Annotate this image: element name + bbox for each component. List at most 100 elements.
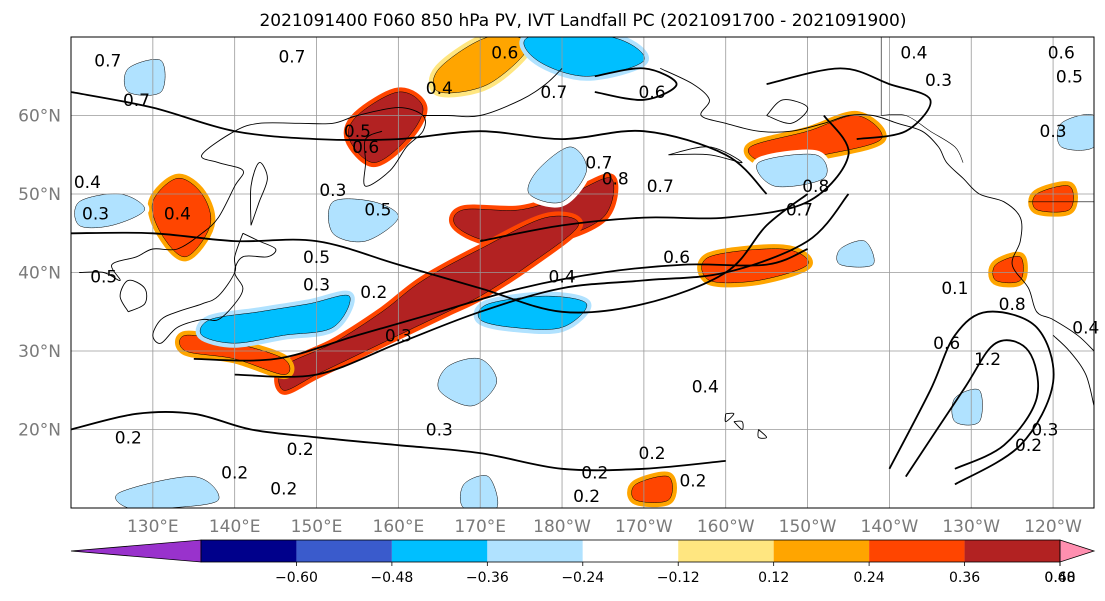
ivt-contour-line (766, 67, 932, 140)
colorbar-tick-label: −0.48 (370, 570, 413, 586)
colorbar-tick-label: 0.48 (1044, 570, 1075, 586)
colorbar-extend-high (1059, 539, 1096, 563)
contour-label: 0.5 (90, 267, 117, 287)
coastline (668, 146, 743, 164)
shaded-anomaly (459, 475, 499, 508)
contour-label: 1.2 (974, 350, 1001, 370)
colorbar-extend-low (70, 539, 202, 563)
shaded-anomaly (432, 37, 530, 94)
ivt-contour-line (905, 339, 1040, 478)
contour-label: 0.7 (786, 201, 813, 221)
latitude-label: 60°N (18, 107, 61, 127)
colorbar-ticks: −0.60 −0.48 −0.36 −0.24 −0.12 0.12 0.24 0.36 0.4… (275, 562, 1076, 586)
longitude-labels: 130°E 140°E 150°E 160°E 170°E 180°W 170°W 160°W… (127, 517, 1082, 537)
ivt-contour-line (71, 91, 768, 195)
ivt-contours (71, 67, 1055, 486)
coastline (757, 429, 768, 439)
coastline (733, 420, 744, 430)
shaded-anomaly (836, 240, 875, 268)
contour-label: 0.4 (74, 173, 101, 193)
ivt-contour-line (71, 410, 726, 472)
contour-label: 0.4 (164, 205, 191, 225)
shaded-anomaly (756, 153, 828, 188)
coastline (422, 68, 563, 118)
shaded-anomaly (278, 215, 579, 391)
latitude-label: 40°N (18, 264, 61, 284)
ivt-contour-line (480, 114, 850, 242)
shaded-anomaly (199, 294, 351, 344)
contour-label: 0.2 (581, 464, 608, 484)
contour-label: 0.6 (491, 44, 518, 64)
ivt-contour-line (594, 67, 678, 101)
contour-label: 0.2 (360, 283, 387, 303)
colorbar-tick-label: −0.36 (466, 570, 509, 586)
longitude-label: 150°W (779, 517, 837, 537)
contour-label: 0.3 (1031, 421, 1058, 441)
longitude-label: 120°W (1024, 517, 1082, 537)
contour-label: 0.6 (639, 83, 666, 103)
coastline (1052, 334, 1094, 407)
contour-label: 0.3 (319, 181, 346, 201)
contour-label: 0.3 (925, 71, 952, 91)
contour-label: 0.3 (1040, 122, 1067, 142)
colorbar-tick-label: −0.60 (275, 570, 318, 586)
contour-label: 0.6 (663, 248, 690, 268)
colorbar-segment (487, 540, 583, 562)
longitude-label: 160°W (697, 517, 755, 537)
longitude-label: 180°W (533, 517, 591, 537)
latitude-label: 50°N (18, 185, 61, 205)
contour-label: 0.2 (639, 444, 666, 464)
contour-label: 0.7 (585, 154, 612, 174)
ivt-contour-line (888, 310, 1055, 486)
contour-label: 0.4 (549, 267, 576, 287)
contour-label: 0.2 (679, 472, 706, 492)
longitude-label: 160°E (373, 517, 425, 537)
shaded-anomaly (992, 255, 1024, 284)
contour-label: 0.2 (115, 428, 142, 448)
contour-label: 0.5 (1056, 67, 1083, 87)
contour-label: 0.4 (900, 44, 927, 64)
contour-label: 0.7 (123, 91, 150, 111)
shaded-anomaly (437, 357, 497, 407)
contour-label: 0.7 (647, 177, 674, 197)
figure-title: 2021091400 F060 850 hPa PV, IVT Landfall… (259, 11, 906, 31)
colorbar-segment (773, 540, 870, 562)
coastline (119, 279, 148, 313)
colorbar-segment (296, 540, 392, 562)
contour-label: 0.8 (602, 169, 629, 189)
latitude-labels: 20°N 30°N 40°N 50°N 60°N (18, 107, 61, 441)
contour-label: 0.2 (287, 440, 314, 460)
coastline (249, 162, 268, 226)
colorbar-segment (391, 540, 488, 562)
contour-label: 0.7 (94, 52, 121, 72)
colorbar-segment (964, 540, 1060, 562)
shaded-anomaly (951, 388, 983, 426)
contour-label: 0.8 (999, 295, 1026, 315)
colorbar-tick-label: 0.24 (854, 570, 885, 586)
longitude-label: 140°E (209, 517, 261, 537)
latitude-label: 20°N (18, 421, 61, 441)
colorbar-frame (200, 539, 1061, 563)
contour-label: 0.7 (540, 83, 567, 103)
map-frame (70, 36, 1095, 509)
colorbar-tick-label: 0.36 (949, 570, 980, 586)
colorbar-segment (582, 540, 679, 562)
contour-label: 0.4 (426, 79, 453, 99)
coastline (660, 67, 1094, 352)
contour-label: 0.6 (352, 138, 379, 158)
coastline (766, 99, 809, 124)
latitude-label: 30°N (18, 342, 61, 362)
ivt-contour-line (234, 193, 850, 378)
colorbar-segment (678, 540, 774, 562)
shaded-anomaly (523, 37, 645, 77)
map-gridlines (71, 37, 1094, 508)
contour-label: 0.3 (82, 205, 109, 225)
contour-label: 0.2 (270, 479, 297, 499)
shaded-anomaly (328, 198, 399, 243)
colorbar-tick-label: −0.12 (657, 570, 700, 586)
contour-label: 0.3 (426, 421, 453, 441)
contour-labels: 0.7 0.60.40.70.70.50.60.7 0.60.40.3 0.40.30… (74, 44, 1099, 508)
shaded-anomaly (631, 475, 673, 503)
political-border (881, 114, 964, 163)
